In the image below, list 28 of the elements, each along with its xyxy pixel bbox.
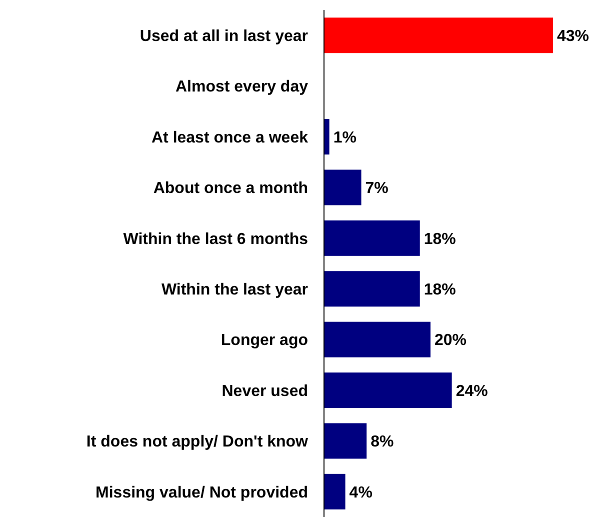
y-tick-label: Missing value/ Not provided xyxy=(96,484,308,502)
bar xyxy=(324,372,452,408)
y-tick-label: It does not apply/ Don't know xyxy=(86,434,309,451)
bar xyxy=(324,423,367,459)
data-label: 18% xyxy=(424,230,456,248)
data-label: 7% xyxy=(365,180,388,198)
y-tick-label: At least once a week xyxy=(151,129,308,146)
data-label: 24% xyxy=(456,382,488,400)
y-tick-label: Almost every day xyxy=(175,78,308,96)
data-label: 18% xyxy=(424,281,456,298)
y-tick-label: Longer ago xyxy=(220,332,308,350)
y-tick-label: About once a month xyxy=(153,180,308,198)
bar xyxy=(324,322,431,358)
bar xyxy=(324,271,420,307)
y-tick-label: Within the last year xyxy=(161,281,308,298)
data-label: 8% xyxy=(370,434,394,451)
bar xyxy=(324,220,420,256)
bar xyxy=(324,170,362,206)
y-tick-label: Never used xyxy=(222,382,308,400)
y-tick-label: Within the last 6 months xyxy=(123,230,308,248)
y-tick-label: Used at all in last year xyxy=(140,28,308,45)
bar xyxy=(324,474,346,510)
data-label: 1% xyxy=(333,129,356,146)
bar xyxy=(324,119,330,154)
data-label: 20% xyxy=(434,332,467,350)
data-label: 43% xyxy=(557,28,590,45)
data-label: 4% xyxy=(349,484,372,502)
bar xyxy=(324,18,553,54)
